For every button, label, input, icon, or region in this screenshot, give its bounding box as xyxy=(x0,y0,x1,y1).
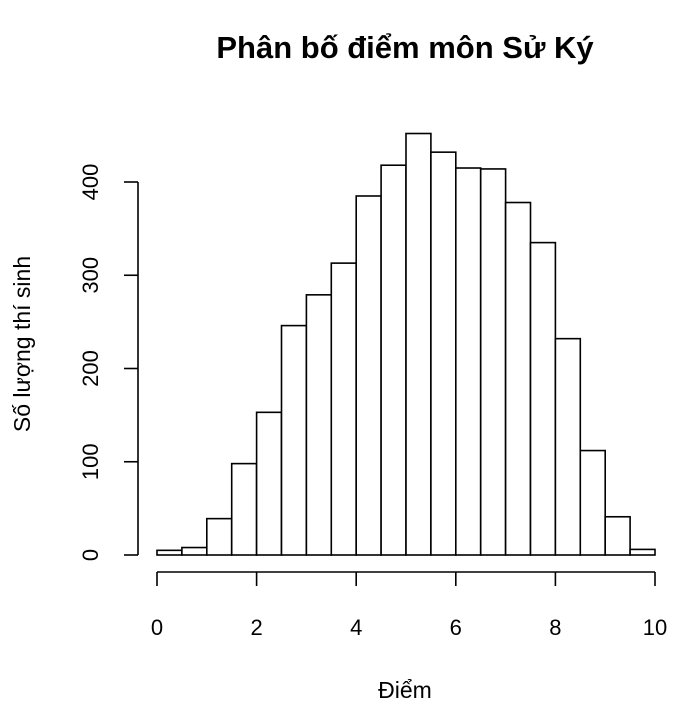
histogram-bar-3 xyxy=(230,462,258,556)
histogram-bar-4 xyxy=(255,411,283,556)
histogram-bar-9 xyxy=(380,164,407,556)
histogram-bar-5 xyxy=(280,324,308,556)
x-axis-label: Điểm xyxy=(378,677,432,703)
histogram-bar-14 xyxy=(504,201,532,556)
histogram-bar-6 xyxy=(305,294,333,556)
histogram-bar-15 xyxy=(529,241,557,556)
histogram-bar-8 xyxy=(355,195,382,556)
x-axis: 0 2 4 6 8 10 xyxy=(151,571,667,640)
histogram-bar-7 xyxy=(330,262,357,556)
x-tick-label-0: 0 xyxy=(151,615,163,640)
histogram-bar-1 xyxy=(181,546,208,556)
histogram-bar-2 xyxy=(206,517,233,556)
histogram-bar-17 xyxy=(579,449,606,556)
histogram-bar-13 xyxy=(479,168,507,556)
histogram-bar-11 xyxy=(430,151,457,556)
histogram-bar-12 xyxy=(454,167,482,556)
y-tick-label-0: 0 xyxy=(78,549,103,561)
histogram-bar-16 xyxy=(554,337,582,556)
y-tick-label-300: 300 xyxy=(78,257,103,294)
y-axis-label: Số lượng thí sinh xyxy=(9,256,35,432)
x-tick-label-2: 2 xyxy=(250,615,262,640)
y-tick-label-200: 200 xyxy=(78,350,103,387)
x-tick-label-6: 6 xyxy=(450,615,462,640)
y-axis: 0 100 200 300 400 xyxy=(78,164,139,561)
bars-group xyxy=(156,132,656,556)
x-tick-label-8: 8 xyxy=(549,615,561,640)
y-tick-label-400: 400 xyxy=(78,164,103,201)
histogram-bar-19 xyxy=(629,548,656,556)
x-tick-label-4: 4 xyxy=(350,615,362,640)
histogram-bar-10 xyxy=(405,132,432,556)
histogram-bar-0 xyxy=(156,549,183,556)
chart-title: Phân bố điểm môn Sử Ký xyxy=(216,30,594,65)
y-tick-label-100: 100 xyxy=(78,443,103,480)
histogram-bar-18 xyxy=(604,515,631,556)
x-tick-label-10: 10 xyxy=(643,615,667,640)
